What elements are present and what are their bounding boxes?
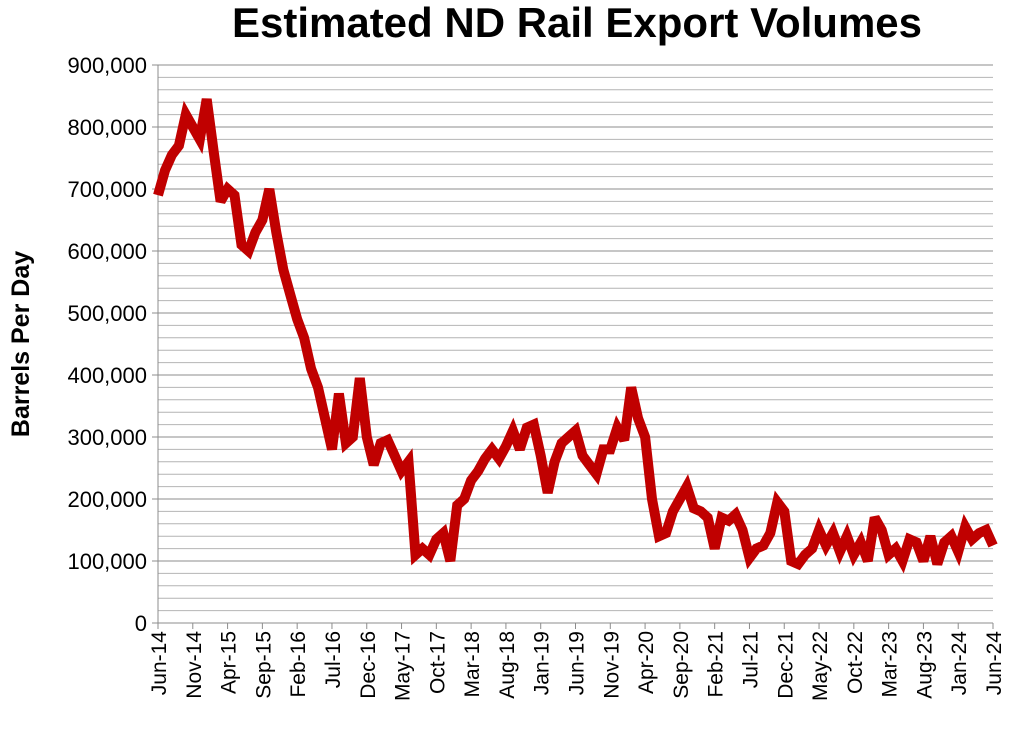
x-tick-label: Feb-16 [287,631,310,698]
y-tick-label: 300,000 [67,425,147,450]
x-tick-label: Mar-23 [879,631,902,698]
x-tick-label: Apr-20 [635,631,658,694]
y-tick-label: 200,000 [67,487,147,512]
y-tick-label: 500,000 [67,301,147,326]
x-tick-label: Nov-19 [600,631,623,699]
x-tick-label: Jan-24 [948,631,971,696]
x-tick-label: Nov-14 [183,631,206,699]
y-axis-label: Barrels Per Day [7,251,35,437]
x-tick-label: Mar-18 [461,631,484,698]
x-tick-label: Aug-23 [913,631,936,699]
x-tick-label: Jun-24 [983,631,1006,696]
x-tick-label: Dec-21 [774,631,797,699]
x-tick-label: Jun-19 [566,631,589,695]
x-tick-label: Jul-21 [739,631,762,688]
x-tick-label: Jan-19 [531,631,554,695]
x-tick-label: Apr-15 [218,631,241,694]
x-tick-label: May-22 [809,631,832,701]
x-tick-label: Jul-16 [322,631,345,688]
y-tick-label: 700,000 [67,177,147,202]
chart-title: Estimated ND Rail Export Volumes [232,0,922,46]
y-tick-label: 0 [135,611,147,636]
x-tick-label: Oct-17 [426,631,449,694]
x-tick-label: Feb-21 [705,631,728,698]
series-line [158,99,993,564]
y-tick-label: 100,000 [67,549,147,574]
y-tick-label: 600,000 [67,239,147,264]
y-tick-label: 900,000 [67,53,147,78]
x-tick-label: Jun-14 [148,631,171,696]
y-tick-label: 400,000 [67,363,147,388]
x-tick-label: May-17 [392,631,415,701]
x-tick-label: Dec-16 [357,631,380,699]
x-tick-label: Oct-22 [844,631,867,694]
x-tick-label: Aug-18 [496,631,519,699]
x-tick-label: Sep-15 [252,631,275,699]
y-tick-label: 800,000 [67,115,147,140]
x-tick-label: Sep-20 [670,631,693,699]
